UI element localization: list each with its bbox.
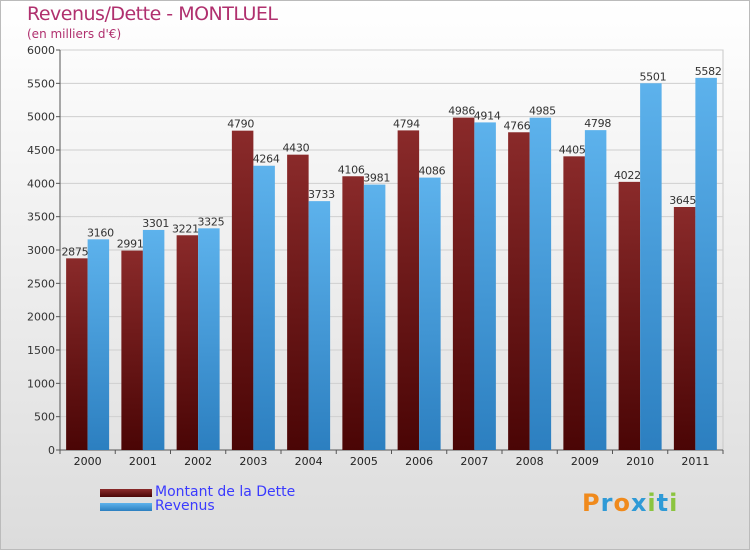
bar-revenue-2000 (87, 239, 110, 450)
value-label-debt-2006: 4794 (393, 117, 420, 130)
x-tick-label-2002: 2002 (184, 455, 212, 468)
bar-revenue-2010 (640, 83, 662, 451)
y-tick-label: 1500 (27, 344, 55, 357)
y-tick-label: 1000 (27, 377, 55, 390)
bars (66, 77, 717, 451)
y-tick-label: 3500 (27, 211, 55, 224)
value-label-debt-2009: 4405 (559, 143, 586, 156)
logo-letter: x (630, 489, 648, 517)
value-label-debt-2005: 4106 (338, 163, 365, 176)
x-tick-label-2009: 2009 (571, 455, 599, 468)
bar-debt-2011 (673, 207, 696, 450)
y-tick-label: 3000 (27, 244, 55, 257)
bar-revenue-2001 (142, 229, 165, 450)
x-tick-label-2010: 2010 (626, 455, 654, 468)
bar-revenue-2009 (584, 130, 607, 450)
y-tick-label: 2000 (27, 311, 55, 324)
x-tick-label-2005: 2005 (350, 455, 378, 468)
value-label-debt-2003: 4790 (227, 118, 254, 131)
logo-letter: P (582, 489, 601, 517)
value-label-revenue-2005: 3981 (363, 172, 390, 185)
value-label-revenue-2009: 4798 (584, 117, 611, 130)
y-tick-label: 4000 (27, 177, 55, 190)
bar-debt-2006 (397, 130, 420, 450)
value-label-revenue-2000: 3160 (87, 226, 114, 239)
bar-debt-2010 (618, 181, 641, 450)
chart-title: Revenus/Dette - MONTLUEL (27, 3, 278, 25)
value-label-debt-2001: 2991 (117, 238, 144, 251)
value-label-revenue-2004: 3733 (308, 188, 335, 201)
bar-debt-2005 (342, 176, 364, 450)
chart-subtitle: (en milliers d'€) (27, 27, 122, 41)
logo-letter: o (613, 489, 631, 517)
x-axis-labels: 2000 2001 2002 2003 2004 2005 2006 2007 2008 2009… (74, 455, 710, 468)
logo-letter: t (656, 489, 670, 517)
logo-letter: i (647, 489, 657, 517)
y-tick-label: 5500 (27, 77, 55, 90)
value-label-revenue-2011: 5582 (695, 65, 722, 78)
x-tick-label-2011: 2011 (681, 455, 709, 468)
x-tick-label-2004: 2004 (295, 455, 323, 468)
value-label-revenue-2008: 4985 (529, 105, 556, 118)
y-tick-label: 500 (34, 411, 55, 424)
x-tick-label-2001: 2001 (129, 455, 157, 468)
bar-revenue-2004 (308, 201, 331, 450)
value-label-revenue-2006: 4086 (418, 165, 445, 178)
bar-debt-2007 (452, 117, 475, 450)
proxiti-logo: Proxiti (582, 489, 678, 517)
logo-letter: r (600, 489, 614, 517)
value-label-revenue-2001: 3301 (142, 217, 169, 230)
logo-letter: i (669, 489, 679, 517)
y-tick-label: 0 (48, 444, 55, 457)
value-label-debt-2010: 4022 (614, 169, 641, 182)
bar-debt-2004 (287, 154, 309, 450)
grid-lines (56, 49, 724, 454)
legend-swatch-revenue (100, 503, 152, 511)
value-label-debt-2004: 4430 (282, 142, 309, 155)
x-tick-label-2008: 2008 (516, 455, 544, 468)
bar-debt-2009 (563, 156, 585, 451)
bar-debt-2001 (121, 250, 143, 450)
y-tick-label: 4500 (27, 144, 55, 157)
y-tick-label: 5000 (27, 111, 55, 124)
bar-revenue-2008 (529, 117, 552, 451)
y-tick-label: 2500 (27, 277, 55, 290)
value-label-revenue-2007: 4914 (474, 109, 501, 122)
bar-revenue-2006 (419, 177, 441, 450)
value-label-revenue-2003: 4264 (253, 153, 280, 166)
bar-debt-2002 (176, 235, 199, 450)
value-label-revenue-2010: 5501 (639, 70, 666, 83)
x-tick-label-2006: 2006 (405, 455, 433, 468)
bar-revenue-2007 (474, 122, 496, 451)
y-axis-labels: 0 500 1000 1500 2000 2500 3000 3500 4000 4500 5000… (27, 44, 55, 457)
bar-debt-2008 (508, 132, 530, 450)
bar-debt-2003 (231, 130, 254, 450)
value-label-debt-2008: 4766 (503, 119, 530, 132)
value-label-debt-2007: 4986 (448, 105, 475, 118)
value-label-debt-2011: 3645 (669, 194, 696, 207)
bar-revenue-2011 (695, 77, 717, 450)
bar-revenue-2002 (198, 228, 220, 450)
x-tick-label-2003: 2003 (239, 455, 267, 468)
bar-revenue-2005 (363, 184, 386, 450)
value-label-debt-2002: 3221 (172, 222, 199, 235)
value-label-debt-2000: 2875 (61, 245, 88, 258)
bar-revenue-2003 (253, 165, 275, 450)
legend-label-revenue: Revenus (155, 498, 215, 514)
bar-debt-2000 (66, 258, 88, 450)
x-tick-label-2007: 2007 (460, 455, 488, 468)
y-tick-label: 6000 (27, 44, 55, 57)
legend-swatch-debt (100, 489, 152, 497)
legend-label-debt: Montant de la Dette (155, 484, 296, 500)
x-tick-label-2000: 2000 (74, 455, 102, 468)
value-label-revenue-2002: 3325 (197, 215, 224, 228)
